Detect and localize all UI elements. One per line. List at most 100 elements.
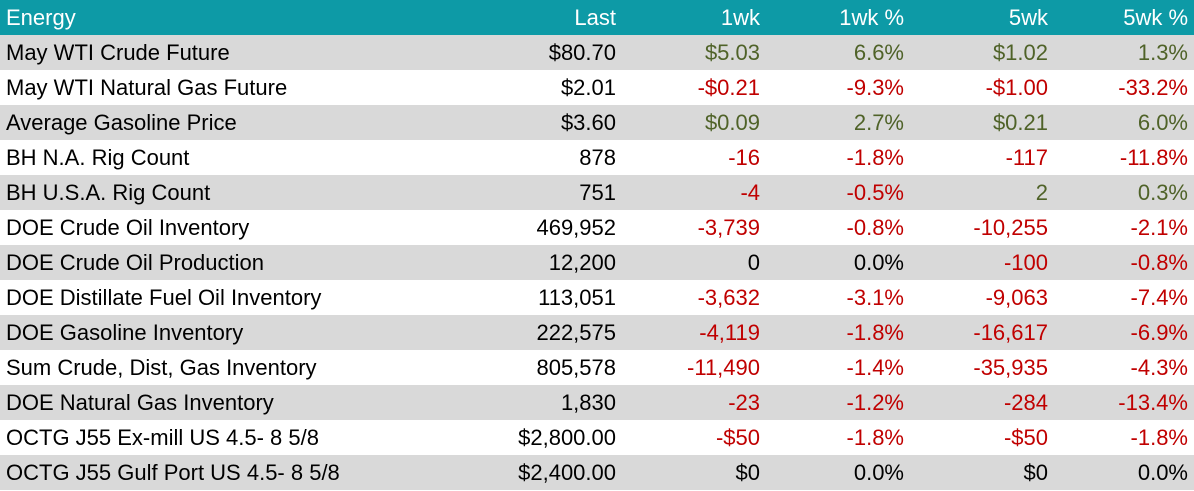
row-5wk-pct-cell: -1.8% xyxy=(1130,425,1188,450)
row-1wk-cell: -3,739 xyxy=(697,215,760,240)
row-1wk-pct-cell: -0.8% xyxy=(846,215,904,240)
row-5wk-pct-cell: 1.3% xyxy=(1137,40,1188,65)
row-name-cell: BH U.S.A. Rig Count xyxy=(6,180,211,205)
table-row: DOE Natural Gas Inventory 1,830 -23 -1.2% -2… xyxy=(0,385,1194,420)
row-5wk-cell: $0 xyxy=(1023,460,1048,485)
row-1wk-cell: -11,490 xyxy=(687,355,760,380)
table-row: BH N.A. Rig Count 878 -16 -1.8% -117 -11.8% xyxy=(0,140,1194,175)
row-5wk-cell: -284 xyxy=(1003,390,1048,415)
row-last-cell: 12,200 xyxy=(548,250,616,275)
row-last-cell: $2,800.00 xyxy=(518,425,616,450)
table-row: BH U.S.A. Rig Count 751 -4 -0.5% 2 0.3% xyxy=(0,175,1194,210)
row-5wk-pct-cell: 0.0% xyxy=(1137,460,1188,485)
row-1wk-cell: -3,632 xyxy=(697,285,760,310)
row-5wk-cell: -35,935 xyxy=(973,355,1048,380)
row-5wk-cell: -$50 xyxy=(1003,425,1048,450)
header-1wk: 1wk xyxy=(720,5,760,30)
row-1wk-cell: $0 xyxy=(735,460,760,485)
row-5wk-cell: -10,255 xyxy=(973,215,1048,240)
row-5wk-pct-cell: -11.8% xyxy=(1119,145,1188,170)
row-last-cell: 751 xyxy=(579,180,616,205)
row-1wk-cell: -16 xyxy=(728,145,760,170)
row-name-cell: OCTG J55 Ex-mill US 4.5- 8 5/8 xyxy=(6,425,319,450)
row-1wk-pct-cell: -1.4% xyxy=(846,355,904,380)
row-name-cell: DOE Crude Oil Production xyxy=(6,250,264,275)
table-row: OCTG J55 Ex-mill US 4.5- 8 5/8 $2,800.00 -… xyxy=(0,420,1194,455)
row-last-cell: 878 xyxy=(579,145,616,170)
row-1wk-pct-cell: 0.0% xyxy=(853,460,904,485)
header-5wk-pct: 5wk % xyxy=(1123,5,1188,30)
row-last-cell: $3.60 xyxy=(560,110,616,135)
row-1wk-pct-cell: 6.6% xyxy=(853,40,904,65)
header-last: Last xyxy=(574,5,616,30)
row-1wk-cell: $0.09 xyxy=(704,110,760,135)
row-5wk-pct-cell: -13.4% xyxy=(1118,390,1188,415)
row-5wk-cell: -9,063 xyxy=(985,285,1048,310)
row-last-cell: $2.01 xyxy=(560,75,616,100)
row-last-cell: $80.70 xyxy=(548,40,616,65)
row-1wk-cell: -4,119 xyxy=(699,320,760,345)
row-5wk-cell: -117 xyxy=(1005,145,1048,170)
row-name-cell: May WTI Natural Gas Future xyxy=(6,75,288,100)
row-name-cell: DOE Crude Oil Inventory xyxy=(6,215,250,240)
row-1wk-cell: 0 xyxy=(747,250,760,275)
table-row: Sum Crude, Dist, Gas Inventory 805,578 -11… xyxy=(0,350,1194,385)
row-5wk-pct-cell: -2.1% xyxy=(1130,215,1188,240)
table-row: May WTI Natural Gas Future $2.01 -$0.21 -9.… xyxy=(0,70,1194,105)
row-1wk-pct-cell: -9.3% xyxy=(846,75,904,100)
row-5wk-cell: 2 xyxy=(1035,180,1048,205)
row-name-cell: Average Gasoline Price xyxy=(6,110,237,135)
row-1wk-pct-cell: 2.7% xyxy=(853,110,904,135)
table-header-row: Energy Last 1wk 1wk % 5wk 5wk % xyxy=(0,0,1194,35)
row-5wk-pct-cell: -33.2% xyxy=(1118,75,1188,100)
row-last-cell: 805,578 xyxy=(536,355,616,380)
row-name-cell: OCTG J55 Gulf Port US 4.5- 8 5/8 xyxy=(6,460,340,485)
table-row: DOE Crude Oil Inventory 469,952 -3,739 -0.8… xyxy=(0,210,1194,245)
row-name-cell: DOE Natural Gas Inventory xyxy=(6,390,274,415)
table-row: May WTI Crude Future $80.70 $5.03 6.6% $1.02… xyxy=(0,35,1194,70)
row-name-cell: DOE Gasoline Inventory xyxy=(6,320,244,345)
row-last-cell: $2,400.00 xyxy=(518,460,616,485)
row-last-cell: 469,952 xyxy=(536,215,616,240)
row-last-cell: 113,051 xyxy=(538,285,616,310)
table-body: May WTI Crude Future $80.70 $5.03 6.6% $1.02… xyxy=(0,35,1194,490)
row-1wk-pct-cell: -0.5% xyxy=(846,180,904,205)
header-energy: Energy xyxy=(6,5,76,30)
row-name-cell: BH N.A. Rig Count xyxy=(6,145,190,170)
table-row: Average Gasoline Price $3.60 $0.09 2.7% $0.2… xyxy=(0,105,1194,140)
row-1wk-cell: -4 xyxy=(740,180,760,205)
row-1wk-pct-cell: -1.8% xyxy=(846,320,904,345)
table-row: DOE Gasoline Inventory 222,575 -4,119 -1.8%… xyxy=(0,315,1194,350)
header-1wk-pct: 1wk % xyxy=(839,5,904,30)
row-5wk-pct-cell: 6.0% xyxy=(1137,110,1188,135)
row-1wk-pct-cell: -1.8% xyxy=(846,425,904,450)
row-1wk-cell: $5.03 xyxy=(704,40,760,65)
row-5wk-cell: $1.02 xyxy=(992,40,1048,65)
row-last-cell: 222,575 xyxy=(536,320,616,345)
row-5wk-pct-cell: -0.8% xyxy=(1130,250,1188,275)
row-5wk-pct-cell: -4.3% xyxy=(1130,355,1188,380)
row-1wk-cell: -$50 xyxy=(715,425,760,450)
row-1wk-cell: -23 xyxy=(728,390,760,415)
header-5wk: 5wk xyxy=(1008,5,1048,30)
row-5wk-pct-cell: -6.9% xyxy=(1130,320,1188,345)
row-1wk-pct-cell: -1.8% xyxy=(846,145,904,170)
row-5wk-cell: -16,617 xyxy=(973,320,1048,345)
row-5wk-cell: $0.21 xyxy=(992,110,1048,135)
row-5wk-pct-cell: -7.4% xyxy=(1130,285,1188,310)
row-name-cell: May WTI Crude Future xyxy=(6,40,230,65)
row-name-cell: Sum Crude, Dist, Gas Inventory xyxy=(6,355,317,380)
row-5wk-cell: -$1.00 xyxy=(985,75,1048,100)
table-row: OCTG J55 Gulf Port US 4.5- 8 5/8 $2,400.0… xyxy=(0,455,1194,490)
row-name-cell: DOE Distillate Fuel Oil Inventory xyxy=(6,285,322,310)
row-last-cell: 1,830 xyxy=(560,390,616,415)
table-row: DOE Distillate Fuel Oil Inventory 113,051… xyxy=(0,280,1194,315)
row-1wk-pct-cell: -1.2% xyxy=(846,390,904,415)
row-1wk-cell: -$0.21 xyxy=(697,75,760,100)
table-row: DOE Crude Oil Production 12,200 0 0.0% -100 -… xyxy=(0,245,1194,280)
row-5wk-pct-cell: 0.3% xyxy=(1137,180,1188,205)
row-1wk-pct-cell: -3.1% xyxy=(846,285,904,310)
row-1wk-pct-cell: 0.0% xyxy=(853,250,904,275)
row-5wk-cell: -100 xyxy=(1003,250,1048,275)
